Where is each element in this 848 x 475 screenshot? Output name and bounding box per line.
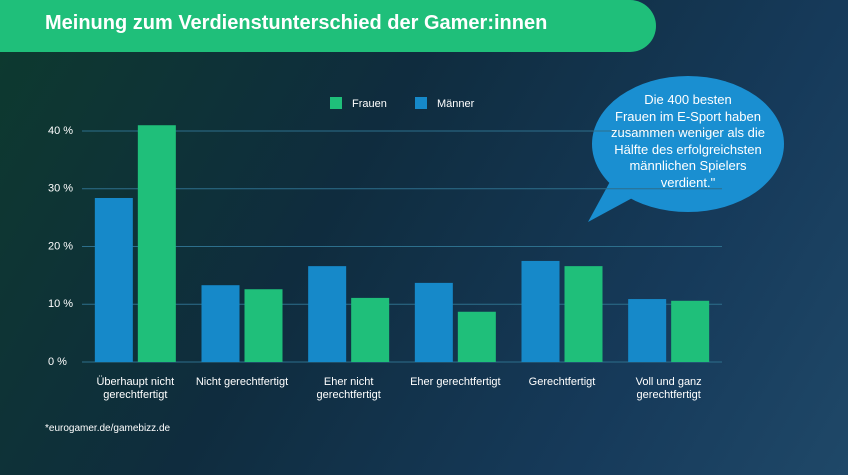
y-tick-label: 10 % bbox=[48, 298, 73, 310]
bar bbox=[521, 260, 560, 362]
bar bbox=[628, 299, 667, 362]
title-banner bbox=[0, 0, 656, 52]
bar bbox=[671, 300, 710, 362]
bar bbox=[201, 285, 240, 362]
bar bbox=[137, 125, 176, 362]
x-tick-label: Gerechtfertigt bbox=[528, 376, 596, 388]
x-tick-label: Eher gerechtfertigt bbox=[410, 376, 501, 388]
bar bbox=[564, 266, 603, 362]
legend-swatch bbox=[330, 97, 342, 109]
bar bbox=[457, 311, 496, 362]
y-tick-label: 0 % bbox=[48, 356, 67, 368]
bar bbox=[308, 266, 347, 362]
x-tick-label: Eher nicht gerechtfertigt bbox=[316, 376, 381, 401]
chart-title: Meinung zum Verdienstunterschied der Gam… bbox=[45, 12, 548, 34]
bar bbox=[244, 289, 283, 362]
x-tick-label: Voll und ganz gerechtfertigt bbox=[635, 376, 702, 401]
source: *eurogamer.de/gamebizz.de bbox=[45, 423, 171, 434]
legend-swatch bbox=[415, 97, 427, 109]
legend-label: Männer bbox=[437, 98, 475, 110]
x-tick-label: Nicht gerechtfertigt bbox=[195, 376, 289, 388]
speech-bubble bbox=[592, 76, 784, 212]
x-tick-label: Überhaupt nicht gerechtfertigt bbox=[96, 376, 175, 401]
y-tick-label: 30 % bbox=[48, 183, 73, 195]
bar bbox=[351, 297, 390, 362]
bar bbox=[414, 282, 453, 362]
legend-label: Frauen bbox=[352, 98, 387, 110]
bar bbox=[94, 197, 133, 362]
y-tick-label: 40 % bbox=[48, 125, 73, 137]
y-tick-label: 20 % bbox=[48, 240, 73, 252]
annotation: Die 400 besten Frauen im E-Sport haben z… bbox=[611, 92, 765, 190]
